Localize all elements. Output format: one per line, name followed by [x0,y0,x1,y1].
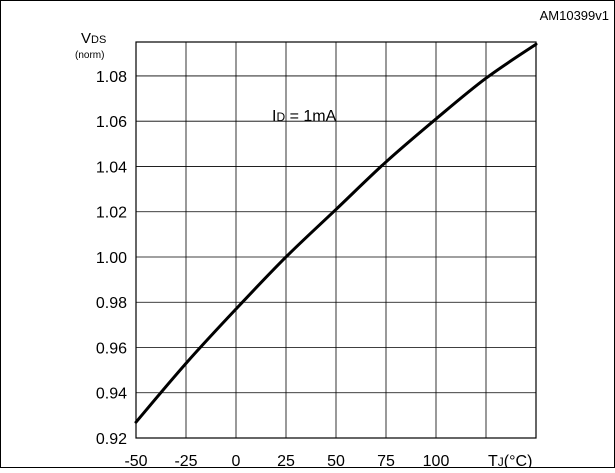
y-tick-label: 0.98 [96,295,127,312]
x-tick-label: 75 [377,453,395,468]
y-tick-labels: 0.92 0.94 0.96 0.98 1.00 1.02 1.04 1.06 1.08 [96,69,127,448]
y-tick-label: 1.08 [96,69,127,86]
plot-frame [135,41,537,439]
x-tick-label: -50 [124,453,147,468]
annotation-id: ID = 1mA [272,108,337,125]
y-axis-unit: (norm) [75,50,104,61]
x-tick-label: 25 [277,453,295,468]
y-tick-label: 1.00 [96,250,127,267]
y-tick-label: 1.02 [96,205,127,222]
y-tick-label: 1.04 [96,159,127,176]
series-group [134,42,538,424]
x-tick-label: 100 [423,453,450,468]
x-tick-label: -25 [174,453,197,468]
series-line [134,42,538,424]
grid-lines [135,42,537,439]
y-tick-label: 0.94 [96,386,127,403]
x-tick-label: 0 [232,453,241,468]
x-tick-labels: -50 -25 0 25 50 75 100 [124,453,450,470]
x-tick-label: 50 [327,453,345,468]
figure-id: AM10399v1 [540,8,609,23]
y-tick-label: 0.92 [96,431,127,448]
x-axis-label: TJ(°C) [488,453,532,468]
y-axis-label: VDS [81,30,106,47]
y-tick-label: 1.06 [96,114,127,131]
y-tick-label: 0.96 [96,340,127,357]
